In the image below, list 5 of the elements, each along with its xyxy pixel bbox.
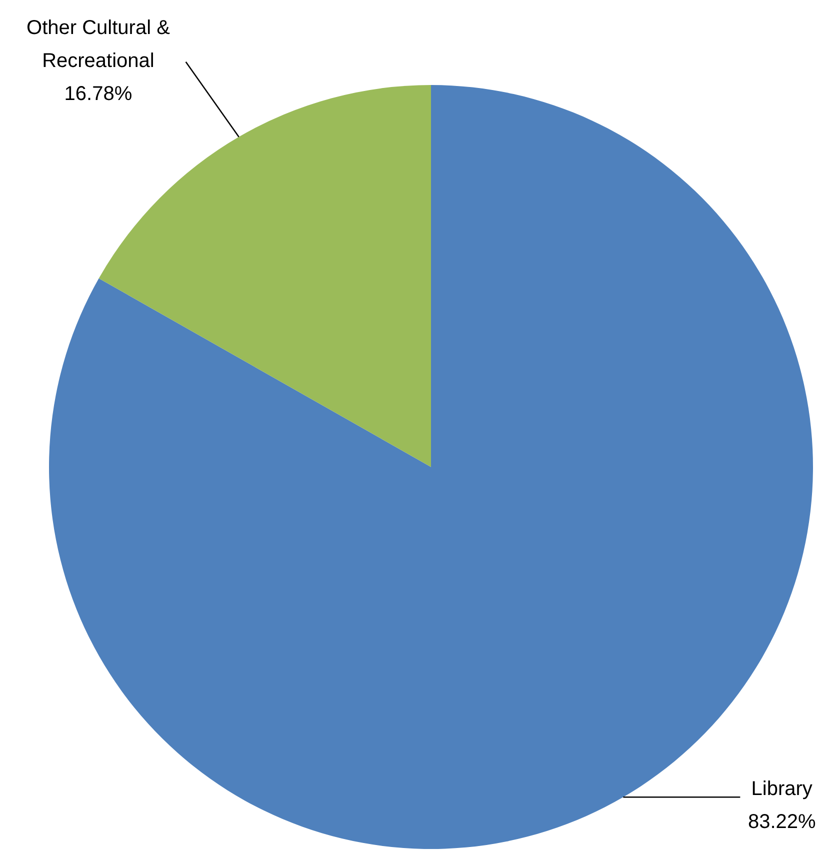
data-label: 83.22% <box>748 810 816 833</box>
slice-label: Library <box>751 778 812 800</box>
slice-label: Other Cultural & Recreational <box>26 17 171 72</box>
pie-slice <box>49 85 813 849</box>
data-label: 16.78% <box>64 83 132 106</box>
